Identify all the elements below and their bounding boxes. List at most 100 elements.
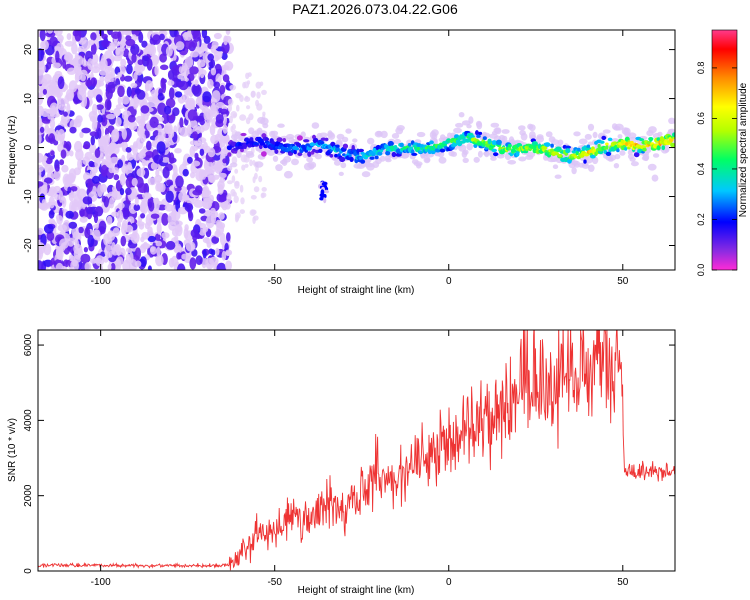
- heatmap-noise-cell: [191, 30, 201, 38]
- heatmap-signal-halo: [283, 170, 293, 179]
- heatmap-noise-cell: [233, 195, 239, 204]
- heatmap-noise-cell: [49, 118, 56, 129]
- heatmap-noise-cell: [160, 77, 166, 90]
- heatmap-noise-cell: [254, 172, 258, 180]
- heatmap-signal-halo: [473, 156, 480, 163]
- heatmap-noise-cell: [193, 199, 204, 208]
- heatmap-signal-halo: [557, 139, 564, 146]
- heatmap-noise-cell: [219, 177, 226, 183]
- heatmap-noise-cell: [42, 88, 48, 95]
- heatmap-noise-cell: [156, 222, 162, 235]
- heatmap-noise-cell: [219, 108, 229, 115]
- heatmap-noise-cell: [185, 86, 193, 96]
- heatmap-signal-halo: [227, 165, 233, 171]
- heatmap-noise-cell: [122, 207, 130, 220]
- x-tick-label: -100: [91, 577, 111, 588]
- heatmap-signal-halo: [380, 130, 388, 139]
- heatmap-signal-halo: [652, 153, 660, 158]
- snr-x-ticks: -100 -50 0 50: [91, 330, 629, 588]
- heatmap-signal-cell: [249, 137, 254, 142]
- heatmap-signal-cell: [493, 152, 499, 157]
- heatmap-noise-cell: [125, 224, 134, 233]
- heatmap-noise-cell: [94, 206, 104, 217]
- heatmap-noise-cell: [85, 79, 93, 87]
- heatmap-noise-cell: [74, 140, 83, 153]
- heatmap-signal-halo: [526, 151, 536, 158]
- heatmap-noise-cell: [43, 243, 52, 256]
- heatmap-noise-cell: [46, 79, 57, 89]
- heatmap-noise-cell: [222, 112, 227, 126]
- heatmap-signal-halo: [341, 136, 349, 143]
- heatmap-signal-halo: [286, 133, 295, 140]
- heatmap-noise-cell: [59, 159, 65, 166]
- heatmap-noise-cell: [82, 144, 90, 150]
- heatmap-signal-halo: [507, 160, 517, 165]
- heatmap-noise-cell: [173, 125, 178, 134]
- heatmap-signal-cell: [586, 144, 591, 148]
- heatmap-signal-cell: [297, 152, 303, 157]
- heatmap-noise-cell: [231, 156, 238, 165]
- heatmap-noise-cell: [96, 184, 104, 198]
- heatmap-noise-cell: [171, 255, 179, 267]
- heatmap-noise-cell: [215, 101, 225, 109]
- heatmap-noise-cell: [202, 197, 213, 210]
- heatmap-noise-cell: [157, 116, 165, 122]
- heatmap-noise-cell: [199, 105, 209, 111]
- heatmap-noise-cell: [126, 86, 132, 98]
- heatmap-noise-cell: [122, 259, 131, 270]
- heatmap-signal-halo: [462, 157, 469, 163]
- heatmap-signal-halo: [283, 156, 292, 163]
- heatmap-signal-cell: [377, 151, 383, 156]
- heatmap-signal-cell: [348, 154, 352, 158]
- heatmap-noise-cell: [249, 209, 256, 217]
- heatmap-signal-halo: [234, 131, 242, 136]
- x-tick-label: -50: [267, 577, 282, 588]
- heatmap-noise-cell: [44, 163, 54, 173]
- heatmap-noise-cell: [54, 194, 61, 201]
- heatmap-noise-cell: [115, 117, 122, 127]
- heatmap-signal-halo: [587, 141, 594, 146]
- heatmap-signal-cell: [601, 135, 607, 140]
- heatmap-noise-cell: [50, 150, 55, 156]
- heatmap-signal-halo: [352, 138, 358, 143]
- colorbar: 0.0 0.2 0.4 0.6 0.8 Normalized spectral ampl…: [696, 29, 749, 276]
- heatmap-signal-halo: [664, 145, 670, 153]
- heatmap-noise-cell: [140, 116, 146, 128]
- heatmap-signal-cell: [319, 141, 325, 145]
- heatmap-noise-cell: [202, 185, 210, 198]
- heatmap-signal-halo: [306, 156, 313, 163]
- heatmap-noise-cell: [239, 209, 245, 215]
- heatmap-signal-halo: [501, 135, 508, 142]
- heatmap-noise-cell: [46, 127, 55, 134]
- heatmap-signal-halo: [340, 162, 347, 169]
- heatmap-signal-cell: [515, 151, 520, 157]
- heatmap-noise-cell: [40, 40, 49, 51]
- heatmap-signal-halo: [309, 163, 315, 170]
- heatmap-noise-cell: [209, 256, 219, 266]
- heatmap-noise-cell: [201, 256, 207, 269]
- heatmap-noise-cell: [136, 89, 146, 100]
- heatmap-signal-halo: [450, 151, 457, 157]
- heatmap-signal-cell: [439, 148, 446, 153]
- heatmap-signal-cell: [399, 142, 404, 148]
- heatmap-noise-cell: [79, 216, 88, 223]
- heatmap-noise-cell: [246, 80, 251, 85]
- heatmap-noise-cell: [117, 85, 125, 98]
- heatmap-noise-cell: [169, 87, 175, 100]
- heatmap-noise-cell: [111, 211, 119, 217]
- heatmap-noise-cell: [67, 237, 75, 247]
- heatmap-noise-cell: [127, 162, 132, 171]
- heatmap-noise-cell: [94, 148, 101, 159]
- heatmap-signal-halo: [657, 131, 663, 137]
- snr-frame: [37, 329, 676, 572]
- heatmap-signal-halo: [367, 137, 375, 145]
- heatmap-noise-cell: [187, 73, 195, 82]
- heatmap-noise-cell: [59, 238, 69, 249]
- heatmap-noise-cell: [210, 103, 217, 115]
- heatmap-noise-cell: [116, 210, 124, 223]
- heatmap-signal-cell: [599, 140, 605, 144]
- x-tick-label: -50: [267, 276, 282, 287]
- heatmap-noise-cell: [135, 65, 143, 76]
- spectrogram-x-label: Height of straight line (km): [298, 285, 415, 296]
